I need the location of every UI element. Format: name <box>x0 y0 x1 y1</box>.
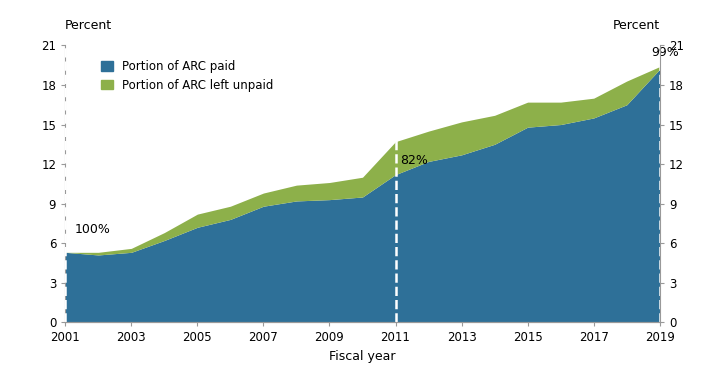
X-axis label: Fiscal year: Fiscal year <box>329 350 396 363</box>
Text: Percent: Percent <box>613 19 660 32</box>
Text: 82%: 82% <box>400 154 428 167</box>
Text: 100%: 100% <box>75 222 111 236</box>
Text: Percent: Percent <box>65 19 112 32</box>
Legend: Portion of ARC paid, Portion of ARC left unpaid: Portion of ARC paid, Portion of ARC left… <box>101 60 273 92</box>
Text: 99%: 99% <box>652 46 679 59</box>
